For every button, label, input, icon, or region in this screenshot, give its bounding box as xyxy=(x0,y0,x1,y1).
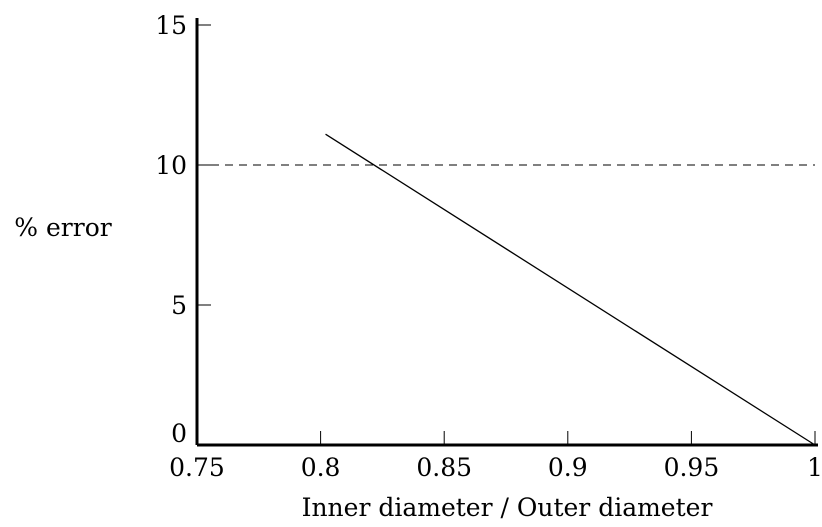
x-tick-label: 0.95 xyxy=(664,453,720,482)
y-tick-label: 0 xyxy=(171,419,187,448)
x-ticks: 0.75 0.8 0.85 0.9 0.95 1 xyxy=(169,431,822,482)
x-axis-title: Inner diameter / Outer diameter xyxy=(302,493,713,522)
y-tick-label: 15 xyxy=(155,11,187,40)
y-tick-label: 5 xyxy=(171,291,187,320)
data-series xyxy=(326,134,815,445)
x-tick-label: 0.9 xyxy=(548,453,588,482)
y-ticks: 0 5 10 15 xyxy=(155,11,211,448)
axes xyxy=(197,18,818,445)
y-axis-title: % error xyxy=(14,213,111,242)
y-tick-label: 10 xyxy=(155,151,187,180)
x-tick-label: 1 xyxy=(807,453,822,482)
x-tick-label: 0.75 xyxy=(169,453,225,482)
x-tick-label: 0.85 xyxy=(416,453,472,482)
x-tick-label: 0.8 xyxy=(301,453,341,482)
series-line xyxy=(326,134,815,445)
